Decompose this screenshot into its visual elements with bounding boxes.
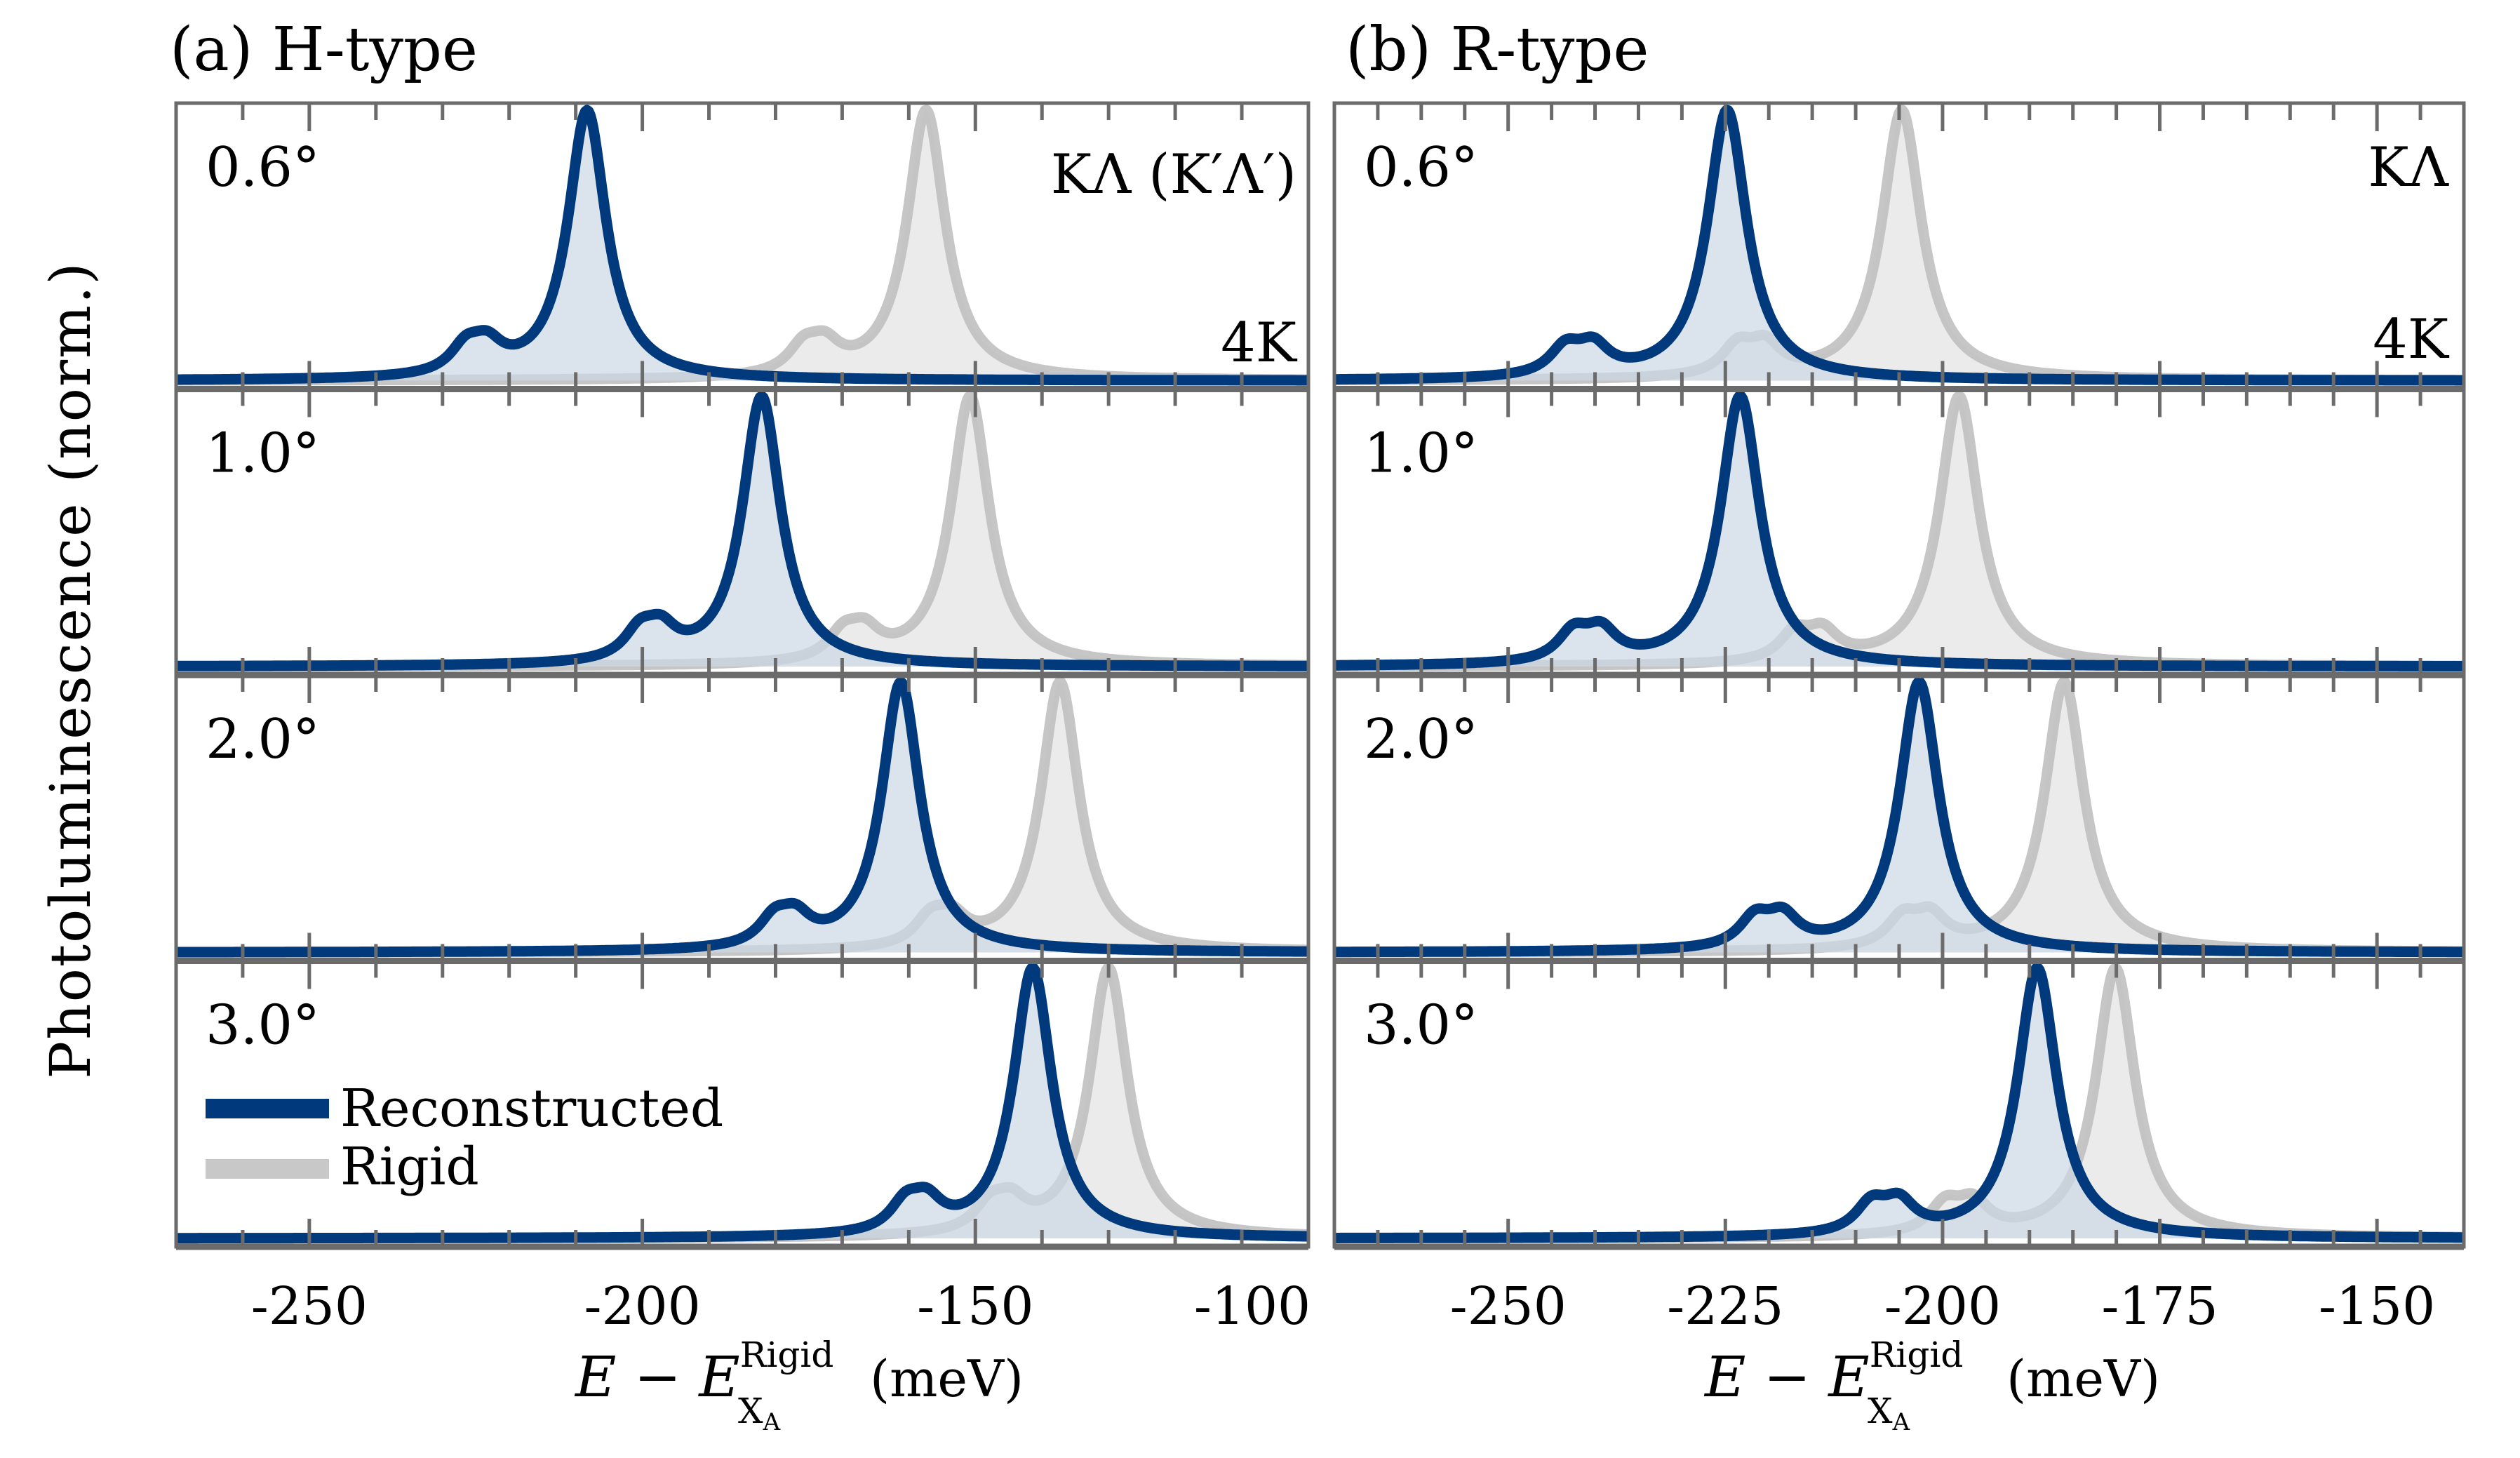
x-tick-label: -200 (584, 1276, 700, 1337)
x-tick-label: -250 (1450, 1276, 1567, 1337)
x-tick-label: -225 (1667, 1276, 1783, 1337)
xlabel-b-sub: XA (1868, 1391, 1910, 1436)
spectrum-row: 3.0° (172, 958, 1313, 1247)
reconstructed-spectrum-line (1330, 676, 2468, 958)
spectrum-row: 3.0° (1330, 958, 2468, 1247)
panel-a-temperature-label: 4K (1221, 312, 1298, 375)
svg-text:E − ERigid: E − ERigid (1703, 1335, 1963, 1410)
twist-angle-label: 0.6° (206, 136, 320, 199)
x-tick-label: -200 (1884, 1276, 2001, 1337)
rigid-fill-area (176, 682, 1308, 953)
spectrum-row: 2.0° (172, 671, 1313, 961)
rigid-spectrum-line (1330, 391, 2468, 671)
x-tick-label: -100 (1194, 1276, 1311, 1337)
x-tick-label: -150 (917, 1276, 1033, 1337)
panel-b-xlabel: E − ERigid XA (meV) (1703, 1335, 2160, 1436)
panel-a-transition-label: KΛ (K′Λ′) (1051, 143, 1296, 206)
spectrum-row: 0.6° (1330, 103, 2468, 389)
reconstructed-spectrum-line (172, 391, 1313, 671)
twist-angle-label: 2.0° (206, 708, 320, 771)
xlabel-a-main: E − E (574, 1344, 740, 1410)
x-tick-label: -150 (2319, 1276, 2435, 1337)
legend-swatch-rigid (206, 1159, 329, 1179)
panel-a-title: (a) H-type (170, 15, 478, 85)
spectrum-row: 1.0° (172, 386, 1313, 675)
xlabel-a-unit: (meV) (870, 1349, 1024, 1408)
xlabel-a-sup: Rigid (740, 1335, 834, 1375)
panel-b-title: (b) R-type (1346, 15, 1649, 85)
legend-label-reconstructed: Reconstructed (340, 1078, 723, 1139)
rigid-spectrum-line (172, 676, 1313, 958)
twist-angle-label: 2.0° (1364, 708, 1478, 771)
panel-b-transition-label: KΛ (2368, 136, 2449, 199)
x-tick-label: -250 (251, 1276, 368, 1337)
reconstructed-fill-area (176, 682, 1308, 953)
reconstructed-spectrum-line (172, 963, 1313, 1244)
svg-text:E − ERigid: E − ERigid (574, 1335, 833, 1410)
reconstructed-fill-area (176, 968, 1308, 1238)
rigid-fill-area (1334, 110, 2464, 381)
xlabel-b-unit: (meV) (2006, 1349, 2160, 1408)
twist-angle-label: 3.0° (1364, 994, 1478, 1057)
xlabel-b-main: E − E (1703, 1344, 1870, 1410)
xlabel-a-sub: XA (738, 1391, 781, 1436)
reconstructed-spectrum-line (172, 105, 1313, 386)
legend-swatch-reconstructed (206, 1099, 329, 1118)
twist-angle-label: 1.0° (1364, 422, 1478, 486)
twist-angle-label: 0.6° (1364, 136, 1478, 199)
twist-angle-label: 3.0° (206, 994, 320, 1057)
spectrum-row: 1.0° (1330, 386, 2468, 675)
reconstructed-spectrum-line (172, 676, 1313, 958)
panel-a-xlabel: E − ERigid XA (meV) (574, 1335, 1024, 1436)
panel-b-plot: 0.6° 1.0° 2.0° 3.0° -250 -225 -200 -175 -150 (1330, 101, 2468, 1337)
twist-angle-label: 1.0° (206, 422, 320, 486)
legend-label-rigid: Rigid (340, 1137, 479, 1197)
spectrum-row: 0.6° (172, 103, 1313, 389)
panel-b-temperature-label: 4K (2373, 308, 2450, 371)
spectrum-row: 2.0° (1330, 671, 2468, 961)
xlabel-b-sup: Rigid (1870, 1335, 1964, 1375)
panel-a-plot: 0.6° 1.0° 2.0° 3.0° -250 -200 -150 -100 (172, 101, 1313, 1337)
reconstructed-spectrum-line (1330, 963, 2468, 1243)
x-tick-label: -175 (2101, 1276, 2218, 1337)
y-axis-label: Photoluminescence (norm.) (38, 261, 103, 1078)
legend: Reconstructed Rigid (206, 1078, 723, 1197)
